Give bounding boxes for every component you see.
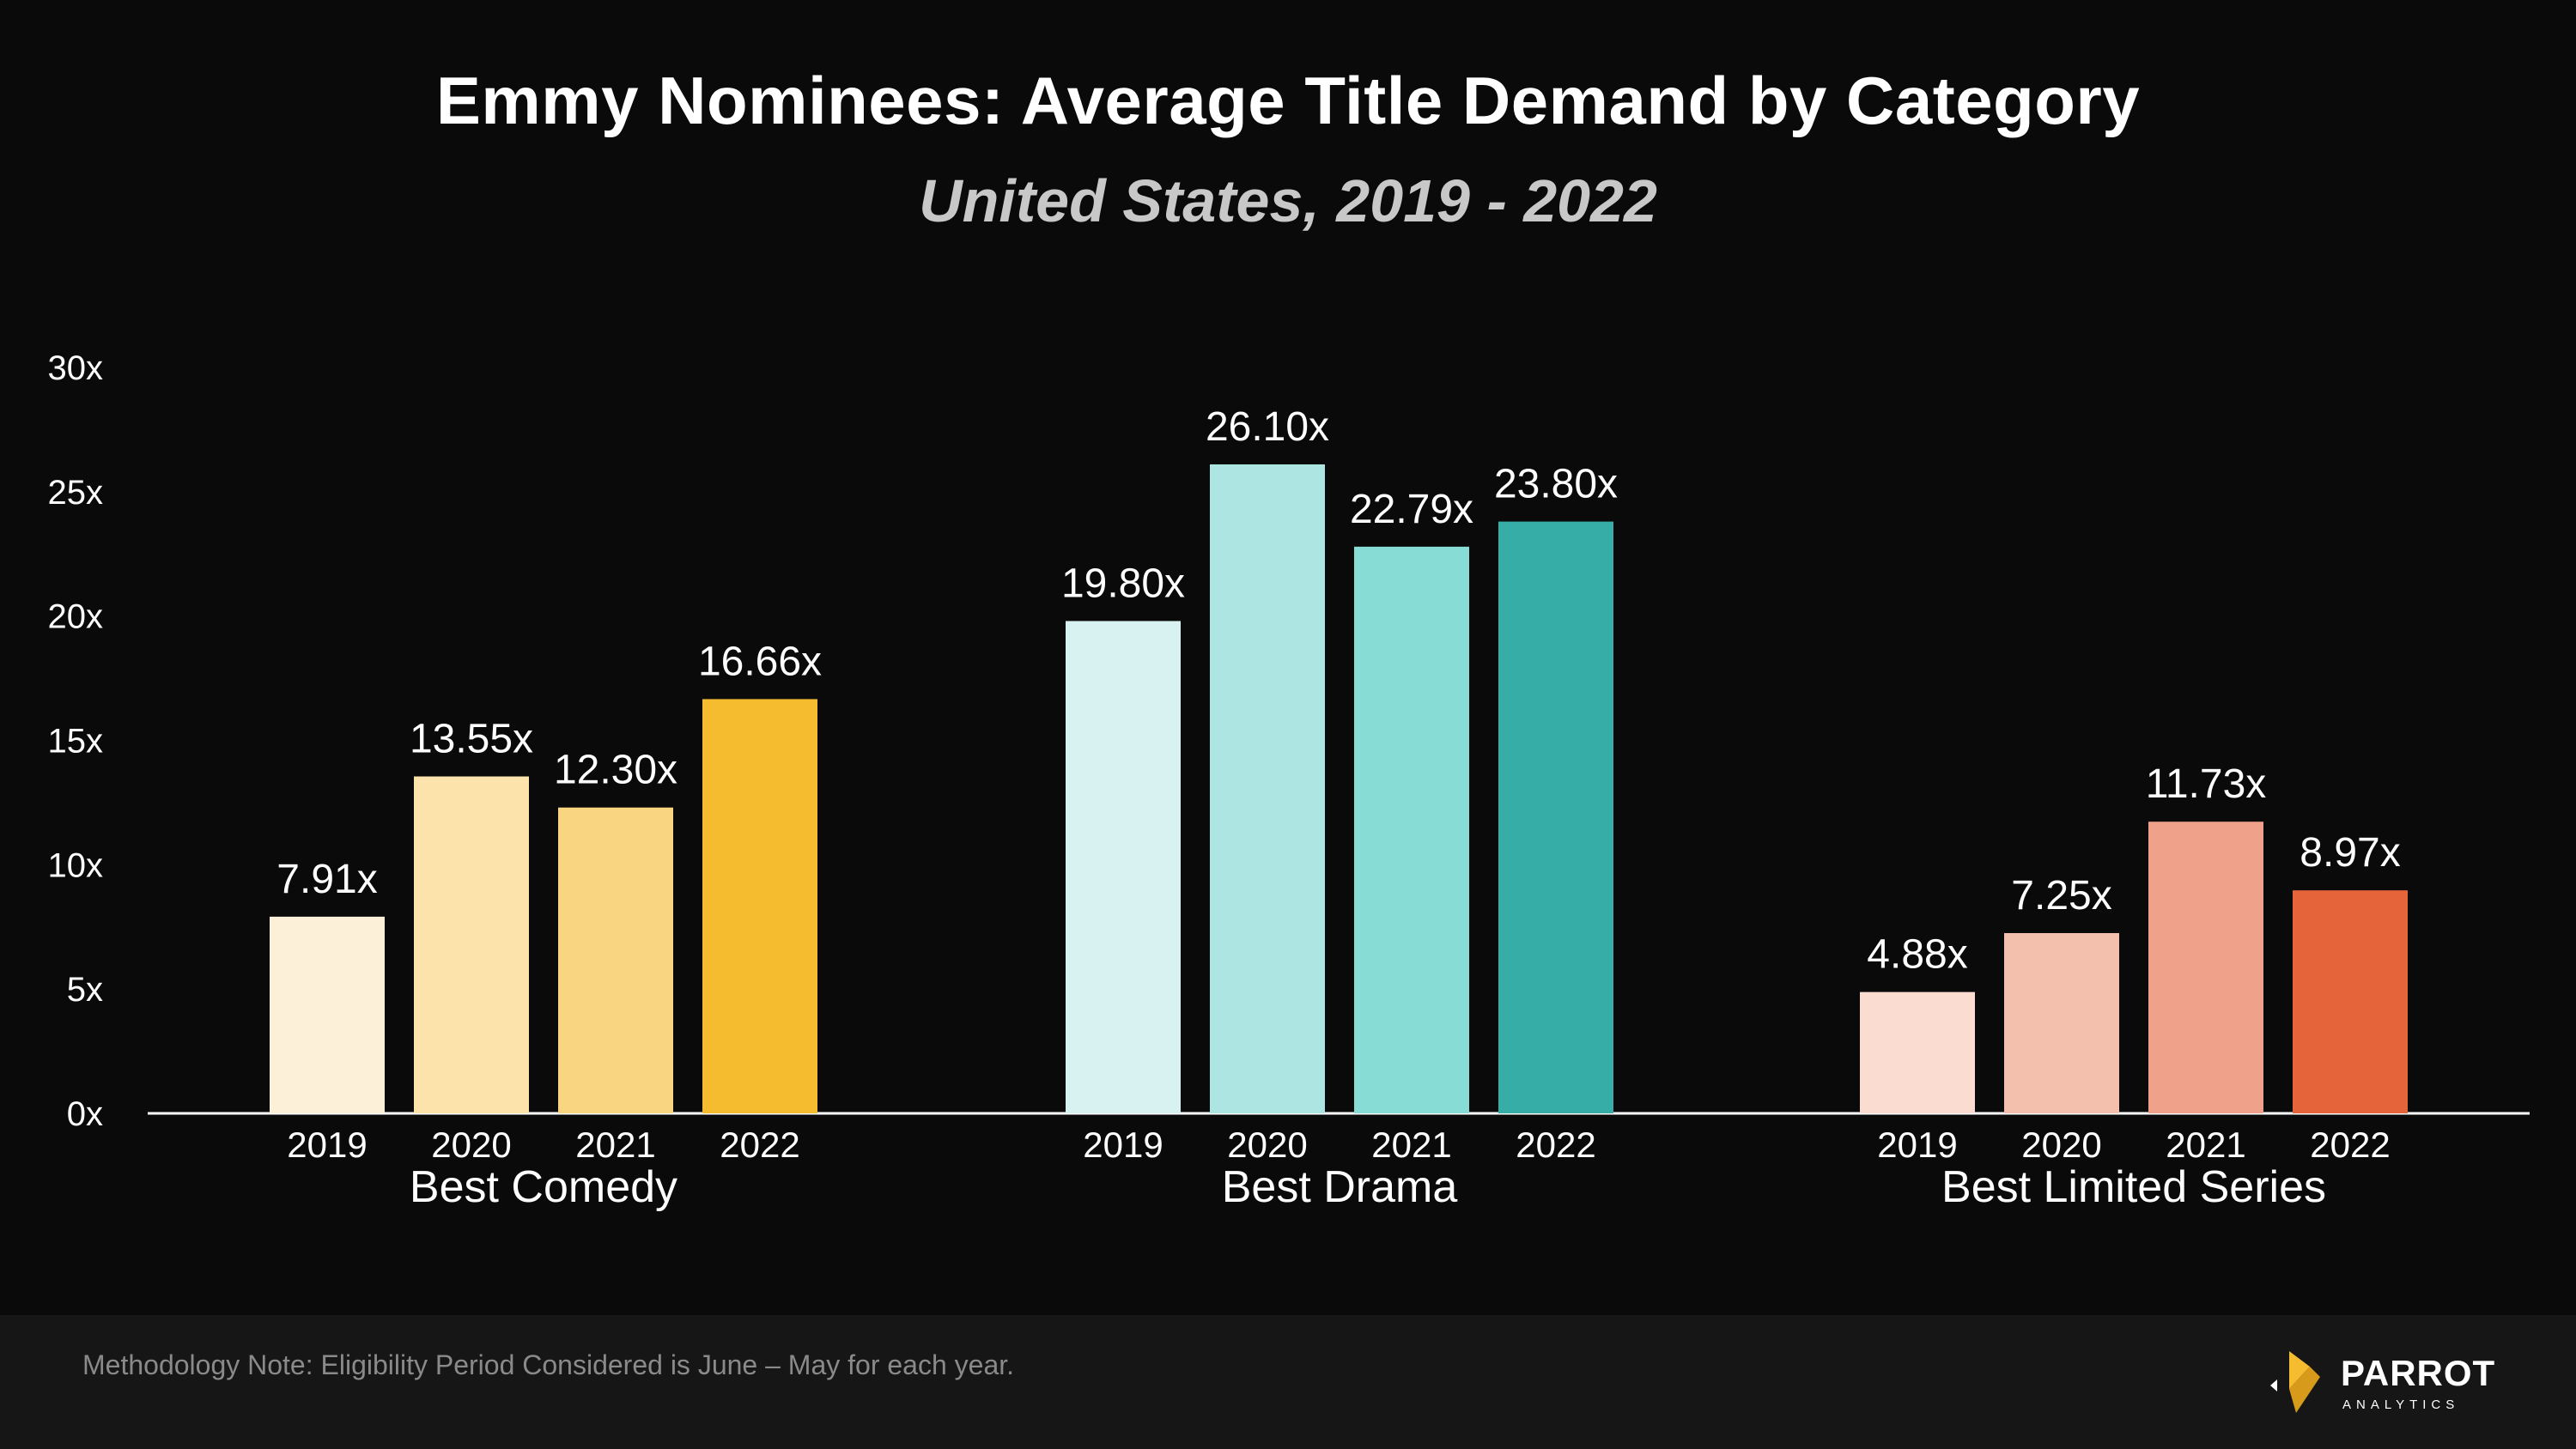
logo-name: PARROT	[2341, 1353, 2496, 1393]
chart-title: Emmy Nominees: Average Title Demand by C…	[435, 63, 2141, 138]
group-label: Best Drama	[1222, 1162, 1458, 1212]
bar	[702, 699, 817, 1113]
logo-subtitle: ANALYTICS	[2342, 1397, 2460, 1412]
x-tick-label: 2021	[575, 1125, 655, 1165]
x-tick-label: 2021	[2166, 1125, 2245, 1165]
parrot-analytics-logo: PARROT ANALYTICS	[2270, 1348, 2494, 1416]
bar	[2004, 932, 2119, 1113]
data-label: 23.80x	[1494, 462, 1618, 507]
x-tick-label: 2022	[2310, 1125, 2390, 1165]
x-tick-label: 2019	[287, 1125, 367, 1165]
x-tick-label: 2019	[1083, 1125, 1163, 1165]
x-tick-label: 2020	[1227, 1125, 1307, 1165]
data-label: 4.88x	[1867, 932, 1967, 978]
data-label: 19.80x	[1061, 561, 1185, 606]
group-label: Best Limited Series	[1941, 1162, 2326, 1212]
data-label: 22.79x	[1350, 487, 1473, 532]
bar	[1354, 546, 1469, 1113]
parrot-logo-icon	[2270, 1351, 2320, 1413]
y-tick-label: 5x	[67, 971, 103, 1009]
x-tick-label: 2020	[431, 1125, 511, 1165]
methodology-note: Methodology Note: Eligibility Period Con…	[82, 1349, 1015, 1380]
data-label: 7.91x	[276, 857, 377, 902]
data-label: 7.25x	[2011, 873, 2111, 919]
y-tick-label: 0x	[67, 1095, 103, 1133]
y-tick-label: 20x	[48, 598, 104, 636]
data-label: 16.66x	[698, 639, 822, 684]
bar	[1498, 521, 1613, 1113]
data-label: 8.97x	[2300, 830, 2400, 876]
bar	[1210, 464, 1325, 1113]
bar	[414, 776, 529, 1113]
x-tick-label: 2020	[2021, 1125, 2101, 1165]
bar	[1066, 621, 1181, 1113]
x-tick-label: 2022	[720, 1125, 799, 1165]
data-label: 12.30x	[554, 748, 677, 793]
y-tick-label: 25x	[48, 474, 104, 512]
footer: Methodology Note: Eligibility Period Con…	[0, 1315, 2576, 1449]
x-tick-label: 2019	[1877, 1125, 1957, 1165]
y-tick-label: 15x	[48, 723, 104, 761]
y-tick-label: 10x	[48, 846, 104, 884]
y-tick-label: 30x	[48, 349, 104, 387]
bar	[270, 916, 385, 1113]
bar-chart: 0x 5x 10x 15x 20x 25x 30x 7.91x 2019 13.55x 2020 12…	[48, 349, 2530, 1212]
data-label: 11.73x	[2146, 761, 2267, 807]
bar	[1860, 991, 1975, 1113]
bar	[558, 807, 673, 1113]
x-tick-label: 2022	[1516, 1125, 1595, 1165]
x-tick-label: 2021	[1371, 1125, 1451, 1165]
group-label: Best Comedy	[410, 1162, 677, 1212]
data-label: 26.10x	[1206, 404, 1329, 450]
bar	[2148, 822, 2263, 1113]
chart-subtitle: United States, 2019 - 2022	[919, 167, 1657, 234]
data-label: 13.55x	[410, 717, 533, 762]
bar	[2293, 890, 2408, 1113]
